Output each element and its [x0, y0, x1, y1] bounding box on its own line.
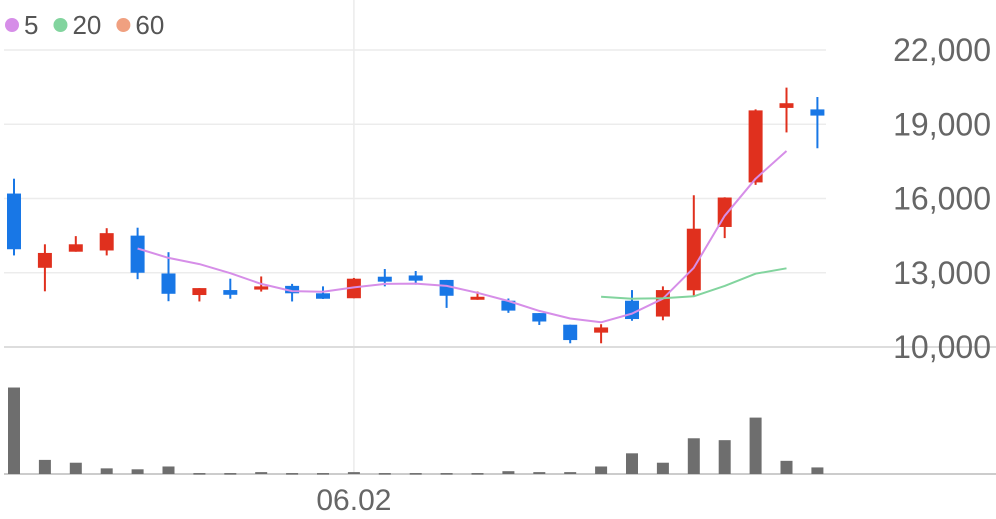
candle-body-23	[717, 197, 732, 227]
moving-average-lines	[137, 150, 788, 324]
y-tick-label-2: 16,000	[893, 181, 991, 217]
candle-body-9	[285, 285, 300, 294]
candle-body-11	[346, 278, 361, 299]
candle-body-4	[130, 235, 145, 273]
volume-bar-11	[347, 472, 360, 474]
candle-9	[285, 283, 300, 302]
volume-bar-5	[162, 466, 175, 474]
volume-bar-0	[8, 387, 20, 474]
y-tick-label-3: 13,000	[893, 255, 991, 291]
volume-bar-15	[471, 473, 484, 475]
candle-body-15	[470, 296, 485, 300]
candle-body-12	[377, 276, 392, 282]
volume-bar-14	[440, 473, 453, 475]
candle-17	[532, 313, 547, 325]
candle-7	[223, 278, 238, 299]
volume-bar-23	[718, 440, 731, 474]
candle-body-24	[748, 110, 763, 183]
legend-label-60: 60	[135, 10, 164, 40]
candles	[7, 87, 825, 344]
candle-body-21	[655, 290, 670, 317]
candle-0	[7, 178, 21, 256]
candle-25	[779, 87, 794, 133]
y-tick-label-1: 19,000	[893, 106, 991, 142]
candle-body-20	[625, 300, 639, 320]
y-tick-label-0: 22,000	[893, 32, 991, 68]
candle-body-6	[192, 288, 207, 296]
volume-bar-20	[626, 453, 638, 474]
legend-dot-5	[5, 18, 19, 32]
ma20-line	[601, 267, 787, 300]
legend-label-5: 5	[24, 10, 38, 40]
candle-18	[563, 324, 578, 344]
candle-2	[68, 236, 83, 252]
candle-body-18	[563, 324, 578, 341]
volume-bar-10	[317, 473, 329, 475]
candle-19	[594, 324, 609, 344]
volume-bar-2	[69, 462, 82, 474]
candle-body-17	[532, 313, 547, 322]
candle-body-13	[408, 275, 423, 281]
ma5-line	[137, 150, 788, 324]
volume-bar-22	[687, 438, 700, 474]
candle-body-14	[439, 279, 454, 296]
volume-bar-19	[595, 466, 608, 474]
candle-body-7	[223, 290, 238, 295]
volume-bar-4	[131, 469, 144, 474]
candle-body-1	[37, 252, 52, 268]
candle-13	[408, 271, 423, 285]
volume-bar-12	[378, 473, 391, 475]
candle-body-5	[161, 273, 176, 294]
volume-bar-24	[749, 417, 762, 474]
axis-labels: 22,000 19,000 16,000 13,000 10,000 06.02	[316, 32, 991, 517]
volume-bar-13	[409, 473, 422, 475]
volume-bar-25	[780, 460, 793, 474]
legend: 5 20 60	[5, 10, 164, 40]
candle-1	[37, 244, 52, 292]
candle-4	[130, 227, 145, 280]
candle-body-8	[254, 286, 269, 290]
legend-dot-60	[116, 18, 131, 32]
candle-5	[161, 252, 176, 302]
candle-20	[625, 290, 639, 321]
x-tick-label: 06.02	[316, 484, 391, 517]
volume-bar-26	[811, 467, 824, 474]
volume-bar-6	[193, 473, 206, 475]
volume-bar-3	[100, 468, 113, 474]
volume-bar-7	[224, 473, 237, 475]
volume-bar-9	[286, 473, 299, 475]
volume-bar-18	[564, 472, 577, 474]
volume-bar-8	[255, 472, 268, 474]
candle-body-0	[7, 193, 21, 250]
candle-body-10	[316, 293, 330, 299]
candle-body-2	[68, 244, 83, 252]
candle-body-26	[810, 109, 825, 116]
candle-6	[192, 288, 207, 302]
legend-label-20: 20	[72, 10, 101, 40]
candle-21	[655, 286, 670, 321]
volume-bar-17	[533, 472, 546, 474]
candle-body-25	[779, 103, 794, 108]
candle-14	[439, 279, 454, 308]
volume-bar-16	[502, 471, 515, 474]
candle-body-22	[686, 228, 701, 291]
candle-26	[810, 97, 825, 149]
candle-22	[686, 195, 701, 297]
candle-body-3	[99, 233, 114, 251]
candle-body-16	[501, 300, 516, 311]
grid-lines	[4, 0, 996, 475]
volume-bars	[8, 387, 824, 475]
candle-24	[748, 109, 763, 185]
volume-bar-1	[38, 459, 51, 474]
legend-dot-20	[53, 18, 68, 32]
candle-3	[99, 228, 114, 256]
y-tick-label-4: 10,000	[893, 329, 991, 365]
candle-body-19	[594, 327, 609, 333]
volume-bar-21	[656, 462, 669, 474]
